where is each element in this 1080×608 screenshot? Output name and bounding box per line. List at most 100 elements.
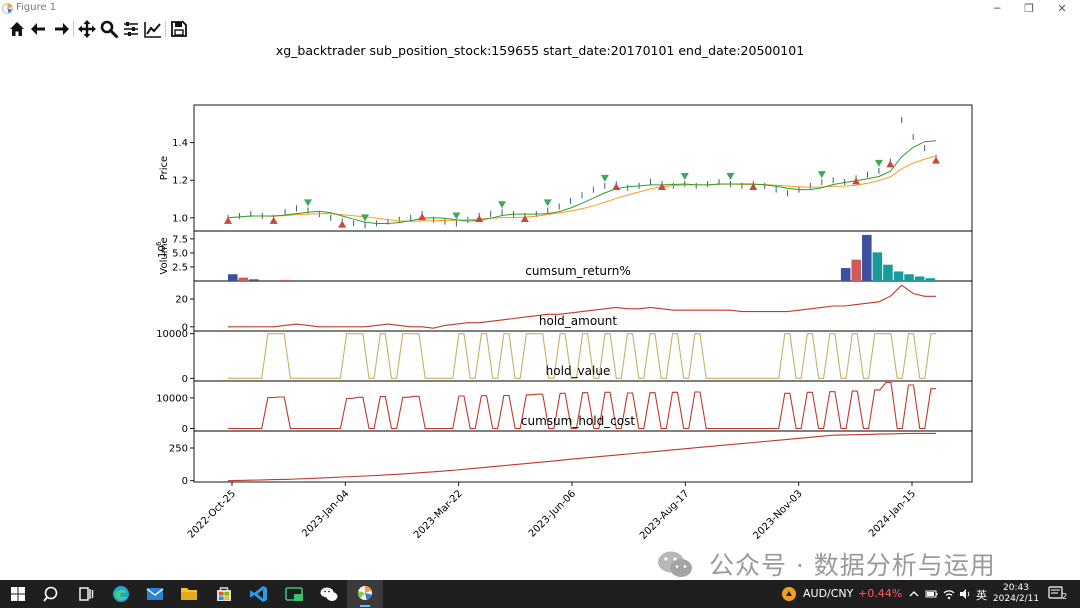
vscode-icon xyxy=(250,586,267,602)
panel-title: cumsum_return% xyxy=(525,264,631,278)
panel-frame xyxy=(193,430,973,483)
series-line xyxy=(227,432,936,482)
edit-axes-button[interactable] xyxy=(143,19,163,39)
home-button[interactable] xyxy=(7,19,27,39)
y-tick-label: 2.5 xyxy=(172,262,188,273)
clock-date: 2024/2/11 xyxy=(992,594,1040,604)
ticker-symbol[interactable]: AUD/CNY xyxy=(803,587,854,600)
sell-marker xyxy=(749,182,758,190)
x-tick-label: 2023-Jan-04 xyxy=(300,488,351,539)
data-layer xyxy=(224,117,940,482)
watermark-text: 公众号 · 数据分析与运用 xyxy=(708,551,996,580)
sell-marker xyxy=(520,214,529,222)
terminal-icon xyxy=(285,587,303,601)
arrow-right-icon xyxy=(55,23,69,35)
store-app[interactable] xyxy=(206,580,242,608)
y-axis-label: Price xyxy=(159,156,170,180)
buy-marker xyxy=(498,201,507,209)
buy-marker xyxy=(600,174,609,182)
sell-marker xyxy=(269,216,278,224)
y-tick-label: 10000 xyxy=(156,393,188,404)
volume-bar xyxy=(840,268,851,281)
start-button[interactable] xyxy=(0,580,36,608)
y-tick-label: 250 xyxy=(169,444,188,455)
close-button[interactable]: ✕ xyxy=(1057,2,1067,15)
volume-bar xyxy=(249,279,259,281)
buy-marker xyxy=(874,159,883,167)
taskbar-clock[interactable]: 20:43 2024/2/11 xyxy=(990,583,1042,605)
x-tick-label: 2023-Mar-22 xyxy=(412,488,465,541)
x-tick-label: 2024-Jan-15 xyxy=(867,488,918,539)
chevron-up-icon[interactable] xyxy=(908,588,920,600)
buy-marker xyxy=(543,199,552,207)
matplotlib-app-icon xyxy=(2,3,13,14)
ime-indicator[interactable]: 英 xyxy=(976,589,987,602)
sliders-icon xyxy=(124,22,138,36)
sell-marker xyxy=(475,214,484,222)
volume-bar xyxy=(883,264,893,281)
y-tick-label: 0 xyxy=(182,374,188,385)
wifi-icon[interactable] xyxy=(942,587,956,601)
currency-widget-icon[interactable] xyxy=(780,585,798,603)
configure-subplots-button[interactable] xyxy=(121,19,141,39)
sell-marker xyxy=(338,220,347,228)
store-icon xyxy=(217,587,231,601)
sell-marker xyxy=(612,182,621,190)
wechat-watermark: 公众号 · 数据分析与运用 xyxy=(656,546,996,580)
x-tick-label: 2023-Nov-03 xyxy=(751,488,804,541)
y-tick-label: 1.4 xyxy=(172,138,188,149)
zoom-button[interactable] xyxy=(99,19,119,39)
python-figure-app[interactable] xyxy=(347,580,383,608)
mail-icon xyxy=(146,588,164,600)
move-icon xyxy=(78,20,96,38)
figure-title: xg_backtrader sub_position_stock:159655 … xyxy=(275,43,805,58)
vscode-app[interactable] xyxy=(241,580,277,608)
y-tick-label: 7.5 xyxy=(172,234,188,245)
search-icon xyxy=(43,586,58,602)
x-tick-label: 2023-Jun-06 xyxy=(527,488,578,539)
sell-marker xyxy=(224,216,232,224)
sell-marker xyxy=(418,213,427,221)
y-tick-label: 0 xyxy=(182,424,188,435)
exponent-power: 6 xyxy=(155,241,163,246)
y-axis-label: Volume xyxy=(159,237,170,274)
wechat-icon xyxy=(320,587,338,601)
terminal-app[interactable] xyxy=(276,580,312,608)
sell-marker xyxy=(886,160,895,168)
y-tick-label: 0 xyxy=(182,476,188,487)
back-button[interactable] xyxy=(29,19,49,39)
volume-bar xyxy=(872,252,883,281)
pan-button[interactable] xyxy=(77,19,97,39)
edge-app[interactable] xyxy=(103,580,139,608)
volume-bar xyxy=(238,277,249,281)
panel-title: hold_amount xyxy=(539,314,617,328)
python-figure-icon xyxy=(357,585,372,600)
mail-app[interactable] xyxy=(137,580,173,608)
volume-bar xyxy=(893,271,904,281)
battery-icon[interactable] xyxy=(925,588,939,600)
volume-bar xyxy=(851,259,862,281)
edge-browser-icon xyxy=(113,586,129,602)
y-tick-label: 1.0 xyxy=(172,213,188,224)
task-view-button[interactable] xyxy=(68,580,104,608)
x-tick-label: 2022-Oct-25 xyxy=(186,488,238,540)
search-button[interactable] xyxy=(34,580,70,608)
y-tick-label: 0 xyxy=(182,322,188,333)
series-line xyxy=(228,284,936,329)
save-button[interactable] xyxy=(169,19,189,39)
notification-icon[interactable] xyxy=(1048,586,1066,602)
volume-exponent: 106 xyxy=(155,241,168,258)
wechat-app[interactable] xyxy=(311,580,347,608)
arrow-left-icon xyxy=(31,23,45,35)
wechat-logo-icon xyxy=(658,551,692,577)
maximize-button[interactable]: ❐ xyxy=(1024,2,1034,15)
forward-button[interactable] xyxy=(51,19,71,39)
y-tick-label: 10000 xyxy=(156,329,188,340)
clock-time: 20:43 xyxy=(1003,583,1029,593)
speaker-icon[interactable] xyxy=(958,587,972,601)
buy-marker xyxy=(452,212,461,220)
panel-title: cumsum_hold_cost xyxy=(521,414,636,428)
minimize-button[interactable]: ─ xyxy=(993,2,1001,15)
file-explorer-app[interactable] xyxy=(171,580,207,608)
